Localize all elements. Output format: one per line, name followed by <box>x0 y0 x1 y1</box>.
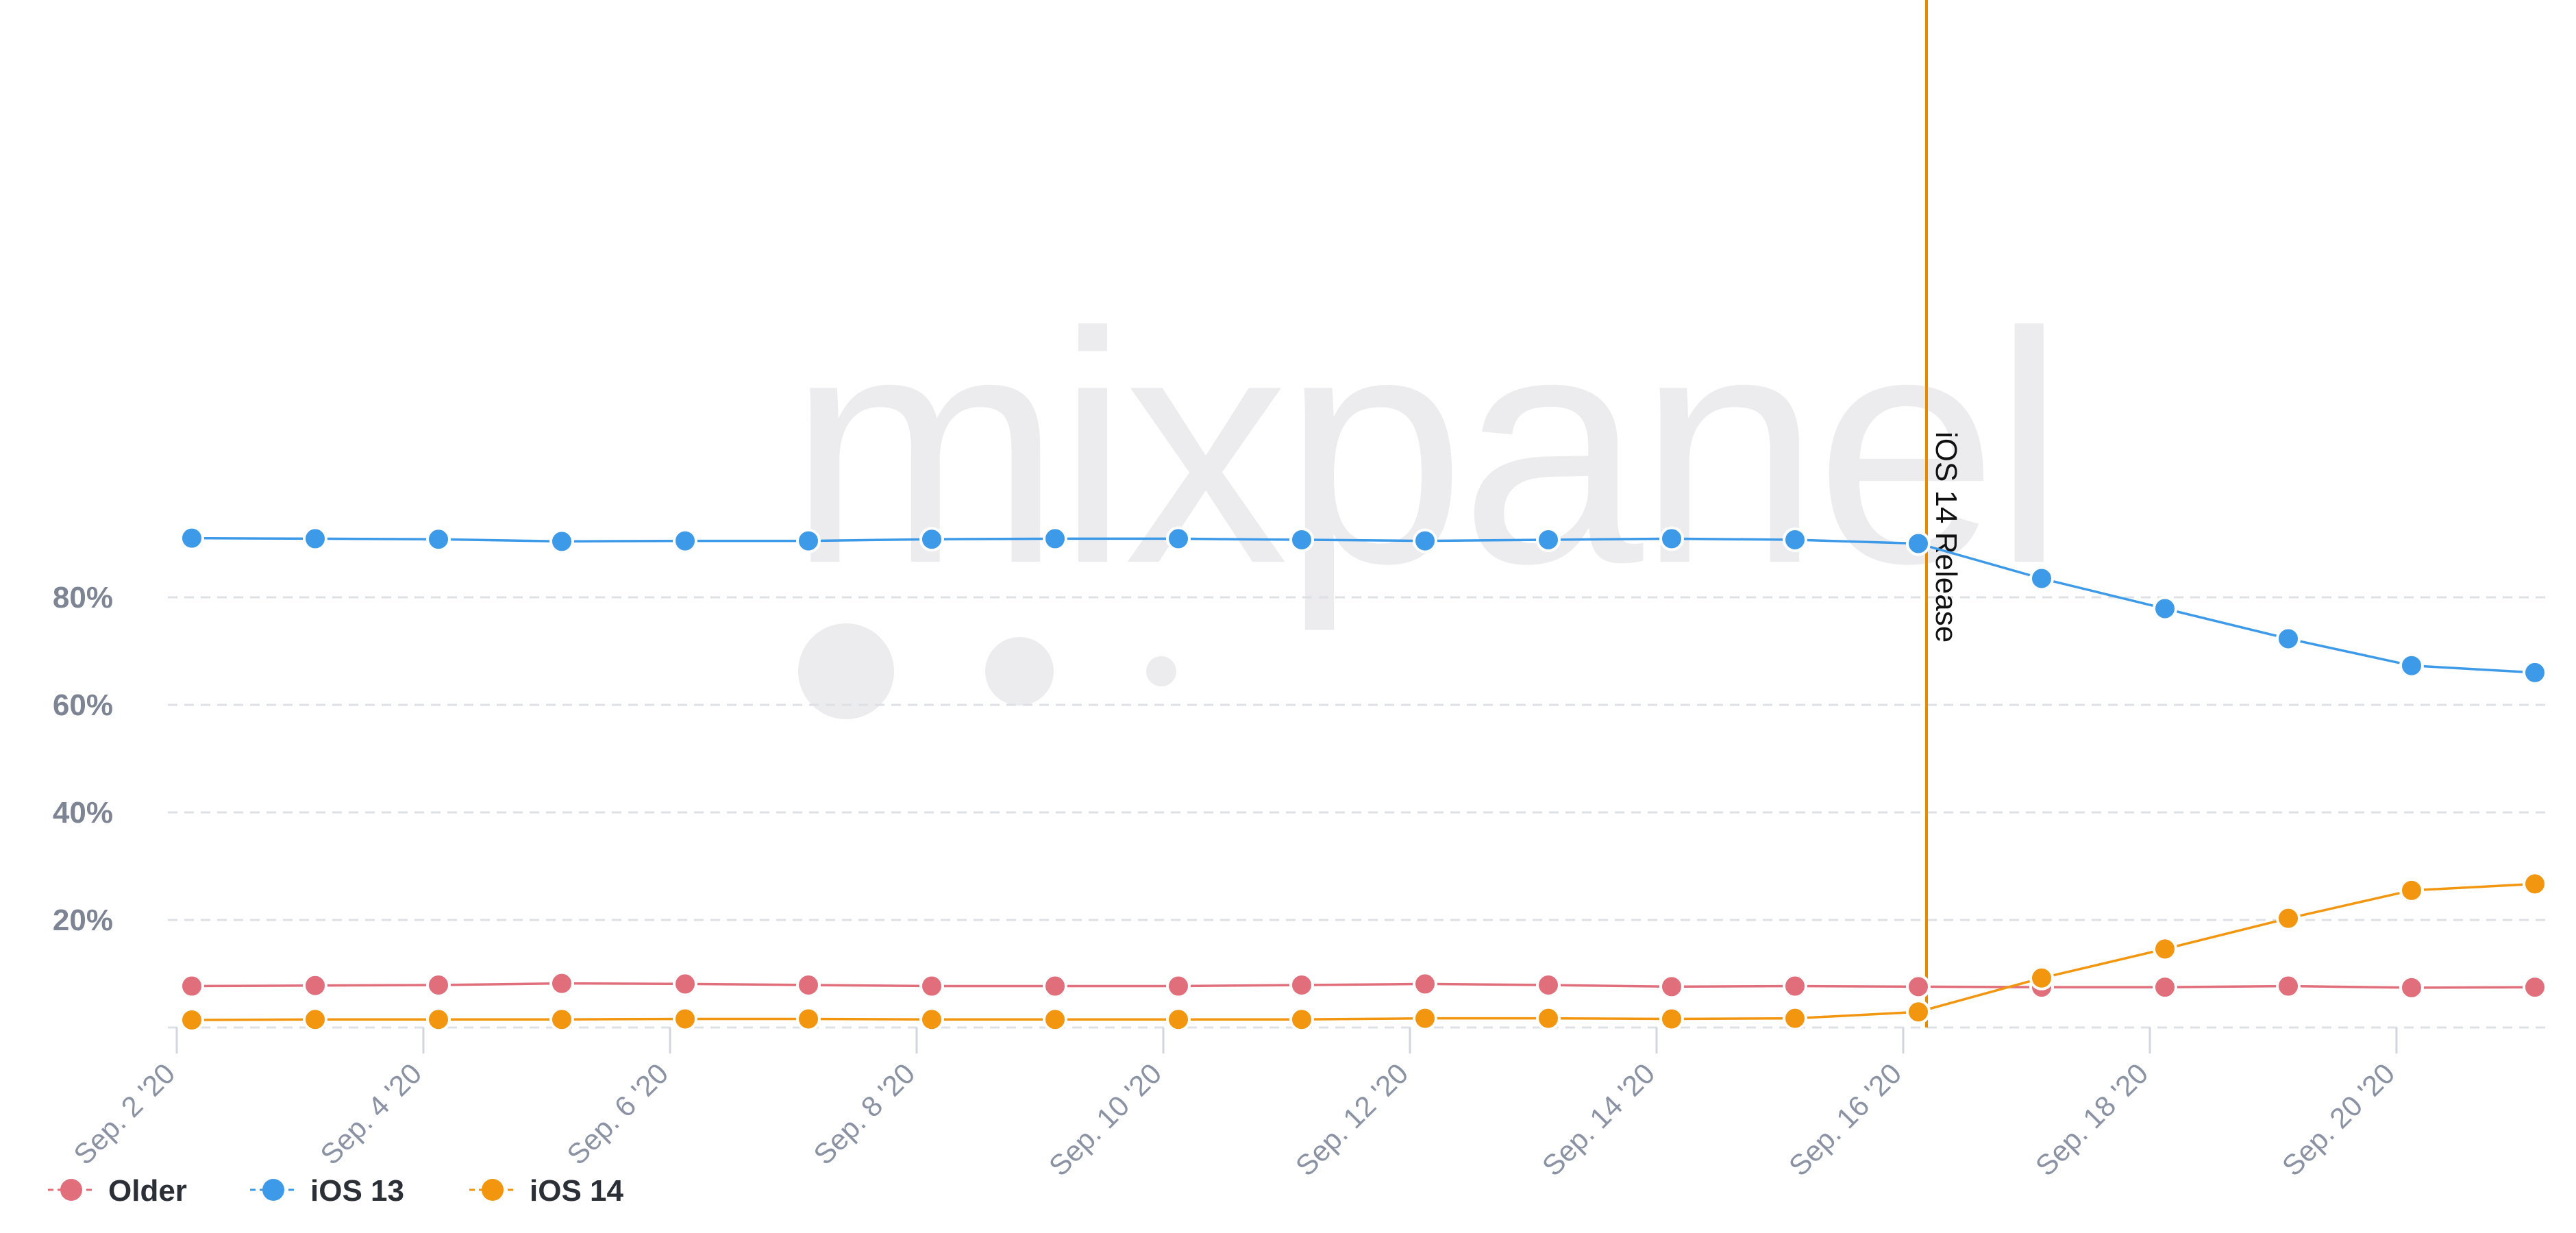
data-point-ios-14 <box>1906 999 1931 1025</box>
x-tick-label: Sep. 14 '20 <box>1536 1057 1661 1182</box>
x-tick-label: Sep. 4 '20 <box>314 1057 428 1171</box>
data-point-older <box>2153 975 2177 1000</box>
x-tick-label: Sep. 16 '20 <box>1783 1057 1908 1182</box>
x-tick-label: Sep. 8 '20 <box>807 1057 921 1171</box>
legend-item-older: Older <box>48 1174 187 1208</box>
data-point-ios-13 <box>1783 527 1807 553</box>
data-point-older <box>1413 971 1437 997</box>
data-point-ios-14 <box>919 1007 944 1032</box>
data-point-ios-13 <box>1043 526 1067 551</box>
x-tick-label: Sep. 2 '20 <box>67 1057 181 1171</box>
x-tick-label: Sep. 20 '20 <box>2276 1057 2401 1182</box>
legend-marker <box>482 1179 504 1201</box>
data-point-older <box>1536 972 1561 997</box>
legend-item-ios-14: iOS 14 <box>469 1174 623 1208</box>
data-point-older <box>1043 973 1067 999</box>
data-point-ios-13 <box>1289 527 1314 553</box>
y-axis: 20% 40% 60% 80% <box>53 581 113 937</box>
x-tick-label: Sep. 6 '20 <box>560 1057 674 1171</box>
data-point-older <box>179 973 204 999</box>
series-line-ios-13 <box>191 536 2536 674</box>
data-point-ios-13 <box>2399 653 2424 678</box>
data-point-older <box>919 973 944 999</box>
data-point-ios-13 <box>2029 566 2054 591</box>
svg-text:mixpanel: mixpanel <box>788 264 2060 634</box>
data-point-ios-13 <box>2153 596 2177 621</box>
data-point-ios-13 <box>426 527 451 552</box>
legend-marker <box>60 1179 82 1201</box>
x-tick-label: Sep. 10 '20 <box>1043 1057 1168 1182</box>
y-tick-label: 20% <box>53 904 113 937</box>
data-point-older <box>1783 973 1807 999</box>
release-annotation-label: iOS 14 Release <box>1929 432 1963 643</box>
series-line-ios-14 <box>191 882 2536 1021</box>
legend-label: iOS 14 <box>530 1174 623 1208</box>
x-axis: Sep. 2 '20 Sep. 4 '20 Sep. 6 '20 Sep. 8 '20… <box>67 1028 2401 1182</box>
series-layer <box>179 525 2547 1033</box>
data-point-ios-13 <box>919 527 944 552</box>
data-point-ios-14 <box>673 1006 697 1032</box>
grid-lines <box>168 596 2552 1029</box>
data-point-ios-14 <box>2523 871 2547 897</box>
data-point-ios-13 <box>1536 527 1561 553</box>
data-point-older <box>549 971 574 996</box>
data-point-ios-13 <box>796 528 821 553</box>
data-point-ios-14 <box>549 1007 574 1032</box>
data-point-ios-14 <box>2029 965 2054 991</box>
data-point-ios-13 <box>303 526 327 551</box>
data-point-ios-13 <box>1659 526 1684 551</box>
data-point-ios-14 <box>1166 1007 1191 1032</box>
data-point-ios-13 <box>179 525 204 551</box>
series-line-older <box>191 982 2536 989</box>
data-point-ios-14 <box>1289 1007 1314 1032</box>
y-tick-label: 60% <box>53 688 113 722</box>
legend-item-ios-13: iOS 13 <box>250 1174 404 1208</box>
legend-label: Older <box>108 1174 187 1208</box>
data-point-ios-13 <box>2523 660 2547 685</box>
data-point-older <box>1659 974 1684 999</box>
data-point-older <box>2276 973 2301 999</box>
annotation-layer: iOS 14 Release <box>1925 0 1963 1028</box>
data-point-ios-13 <box>1413 528 1437 553</box>
data-point-ios-14 <box>2153 936 2177 962</box>
data-point-older <box>1166 973 1191 999</box>
data-point-older <box>2523 975 2547 1000</box>
data-point-ios-14 <box>426 1007 451 1032</box>
data-point-ios-14 <box>1783 1006 1807 1031</box>
data-point-older <box>1289 972 1314 997</box>
data-point-older <box>303 973 327 998</box>
data-point-ios-14 <box>179 1008 204 1033</box>
mixpanel-watermark-logo: mixpanel <box>788 264 2066 719</box>
data-point-older <box>1906 974 1931 999</box>
y-tick-label: 80% <box>53 581 113 614</box>
data-point-older <box>2399 975 2424 1000</box>
data-point-ios-14 <box>1659 1006 1684 1032</box>
y-tick-label: 40% <box>53 796 113 830</box>
legend-label: iOS 13 <box>310 1174 404 1208</box>
data-point-ios-13 <box>673 528 697 553</box>
x-tick-label: Sep. 18 '20 <box>2029 1057 2155 1182</box>
data-point-ios-13 <box>549 529 574 554</box>
data-point-older <box>673 971 697 997</box>
data-point-ios-14 <box>2399 877 2424 903</box>
data-point-older <box>796 972 821 997</box>
data-point-ios-13 <box>1166 526 1191 551</box>
data-point-ios-14 <box>796 1006 821 1032</box>
data-point-ios-14 <box>1043 1007 1067 1032</box>
data-point-older <box>426 972 451 997</box>
x-tick-label: Sep. 12 '20 <box>1289 1057 1415 1182</box>
data-point-ios-13 <box>1906 531 1931 556</box>
data-point-ios-14 <box>303 1007 327 1032</box>
data-point-ios-14 <box>2276 906 2301 931</box>
data-point-ios-13 <box>2276 626 2301 651</box>
legend-marker <box>262 1179 284 1201</box>
data-point-ios-14 <box>1413 1006 1437 1031</box>
legend: Older iOS 13 iOS 14 <box>48 1174 623 1208</box>
data-point-ios-14 <box>1536 1006 1561 1031</box>
